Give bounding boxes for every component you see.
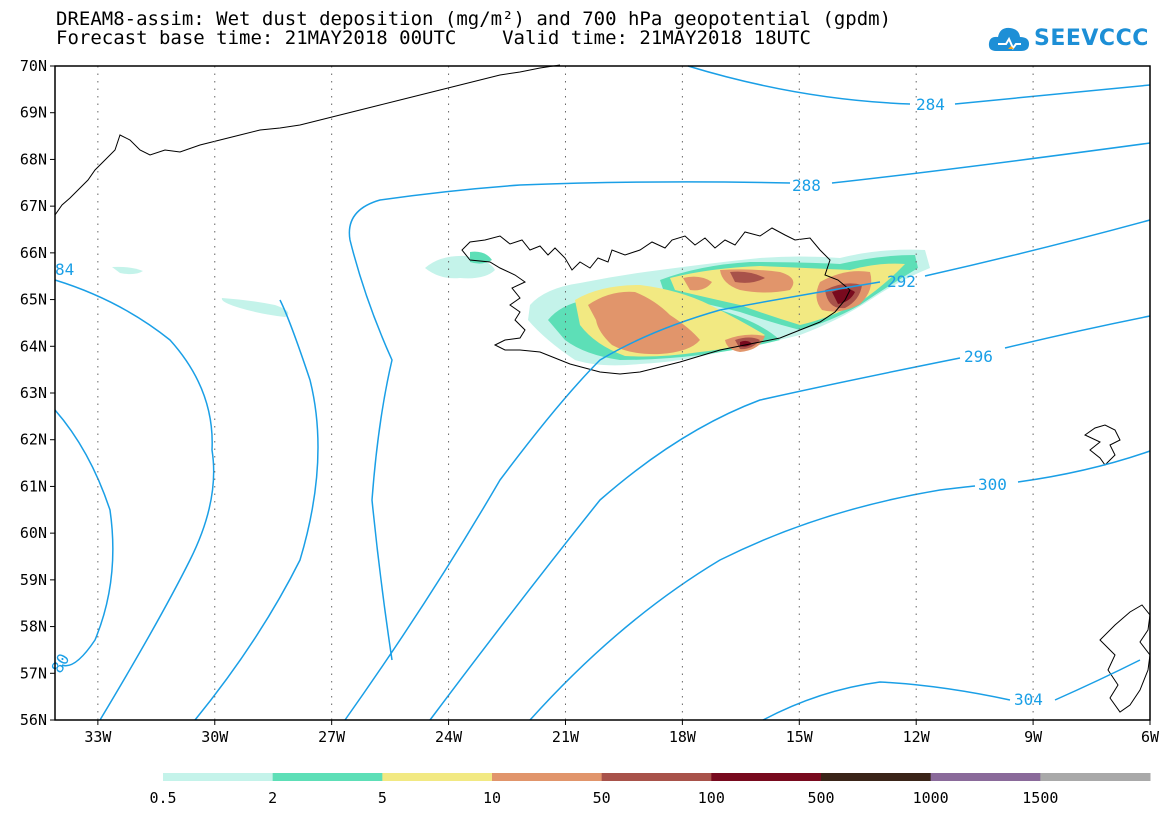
dust-area-darkred xyxy=(832,289,855,304)
scotland-coast xyxy=(1099,604,1151,713)
colorbar-label: 5 xyxy=(378,789,387,807)
contour-label: 292 xyxy=(887,272,916,291)
lat-tick-label: 66N xyxy=(20,244,47,262)
colorbar-label: 1000 xyxy=(913,789,949,807)
lon-tick-label: 9W xyxy=(1024,728,1043,746)
colorbar-swatch xyxy=(1040,773,1151,781)
colorbar-swatch xyxy=(272,773,383,781)
lat-tick-label: 56N xyxy=(20,711,47,729)
lat-tick-label: 61N xyxy=(20,477,47,495)
contour-line xyxy=(762,659,1141,721)
lat-tick-label: 57N xyxy=(20,664,47,682)
contour-line xyxy=(194,299,319,721)
colorbar-swatch xyxy=(492,773,603,781)
lat-tick-label: 68N xyxy=(20,150,47,168)
contour-line xyxy=(529,450,1151,721)
lat-tick-label: 67N xyxy=(20,197,47,215)
faroe-coast xyxy=(1084,424,1121,466)
longitude-axis: 33W 30W 27W 24W 21W 18W 15W 12W 9W 6W xyxy=(84,720,1160,746)
lon-tick-label: 33W xyxy=(84,728,112,746)
lat-tick-label: 69N xyxy=(20,104,47,122)
lat-tick-label: 65N xyxy=(20,291,47,309)
contour-line xyxy=(429,315,1151,721)
lat-tick-label: 64N xyxy=(20,337,47,355)
contour-line xyxy=(54,409,114,667)
lat-tick-label: 70N xyxy=(20,57,47,75)
lat-tick-label: 59N xyxy=(20,571,47,589)
dust-area-light xyxy=(112,266,143,275)
colorbar-swatch xyxy=(163,773,274,781)
contour-label: 84 xyxy=(55,260,74,279)
lon-tick-label: 18W xyxy=(669,728,697,746)
colorbar-swatch xyxy=(930,773,1041,781)
lat-tick-label: 60N xyxy=(20,524,47,542)
map-subtitle: Forecast base time: 21MAY2018 00UTC Vali… xyxy=(56,27,811,49)
contour-label: 80 xyxy=(47,650,73,676)
contour-label: 288 xyxy=(792,176,821,195)
greenland-coast xyxy=(54,64,561,216)
colorbar-label: 1500 xyxy=(1022,789,1058,807)
contour-line xyxy=(348,142,1151,661)
lat-tick-label: 58N xyxy=(20,618,47,636)
lon-tick-label: 12W xyxy=(903,728,931,746)
contour-label: 296 xyxy=(964,347,993,366)
lon-tick-label: 27W xyxy=(318,728,346,746)
colorbar-label: 50 xyxy=(593,789,611,807)
dust-deposition-layer xyxy=(112,249,930,366)
contour-label: 304 xyxy=(1014,690,1043,709)
contour-line xyxy=(344,219,1151,721)
colorbar-label: 500 xyxy=(807,789,834,807)
logo-text: SEEVCCC xyxy=(1034,25,1149,51)
dust-area-light xyxy=(221,298,289,317)
colorbar-label: 0.5 xyxy=(149,789,176,807)
colorbar-swatch xyxy=(382,773,493,781)
map-title: DREAM8-assim: Wet dust deposition (mg/m²… xyxy=(56,8,892,30)
colorbar-swatch xyxy=(601,773,712,781)
dust-area-orange xyxy=(588,291,700,355)
latitude-axis: 70N 69N 68N 67N 66N 65N 64N 63N 62N 61N 60N 59N 58N 5… xyxy=(20,57,55,729)
coastlines xyxy=(54,64,1151,713)
lat-tick-label: 63N xyxy=(20,384,47,402)
contour-label: 284 xyxy=(916,95,945,114)
contour-line xyxy=(687,65,1151,105)
lon-tick-label: 21W xyxy=(552,728,580,746)
contour-line xyxy=(54,279,215,721)
colorbar-label: 10 xyxy=(483,789,501,807)
colorbar-label: 100 xyxy=(698,789,725,807)
dust-area-orange xyxy=(683,276,712,291)
colorbar-label: 2 xyxy=(268,789,277,807)
lat-lon-grid xyxy=(97,66,1034,720)
lon-tick-label: 15W xyxy=(786,728,814,746)
geopotential-contours xyxy=(54,65,1151,721)
lon-tick-label: 24W xyxy=(435,728,463,746)
colorbar-swatch xyxy=(711,773,822,781)
logo: SEEVCCC xyxy=(988,20,1149,56)
lat-tick-label: 62N xyxy=(20,431,47,449)
contour-labels: 284 288 292 296 300 304 84 80 xyxy=(47,95,1043,709)
lon-tick-label: 6W xyxy=(1141,728,1160,746)
lon-tick-label: 30W xyxy=(201,728,229,746)
cloud-icon xyxy=(988,27,1029,51)
contour-label: 300 xyxy=(978,475,1007,494)
colorbar-swatch xyxy=(821,773,932,781)
iceland-coast xyxy=(461,227,851,375)
colorbar: 0.5 2 5 10 50 100 500 1000 1500 xyxy=(149,773,1151,807)
dust-area-brown xyxy=(730,271,765,283)
